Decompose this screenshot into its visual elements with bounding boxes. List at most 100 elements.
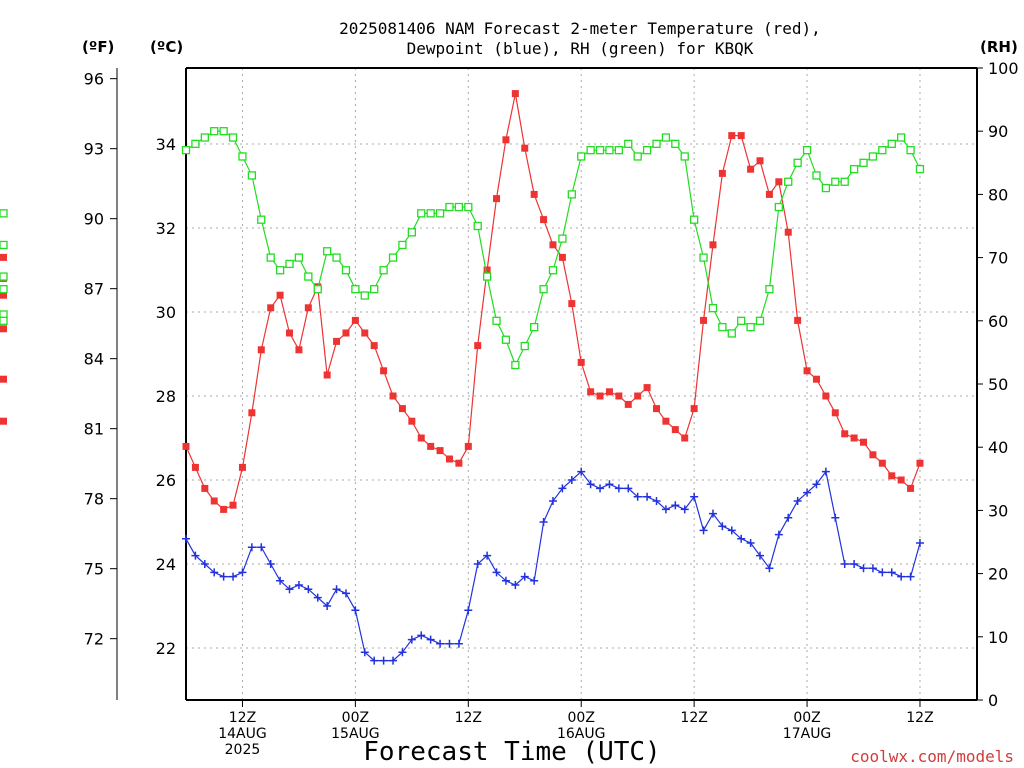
series-line-temperature xyxy=(185,93,921,511)
data-point-dewpoint xyxy=(492,568,501,577)
data-point-temperature xyxy=(0,291,7,299)
series-rh xyxy=(0,127,925,370)
data-point-temperature xyxy=(587,388,595,396)
data-point-dewpoint xyxy=(351,606,360,615)
data-point-rh xyxy=(586,146,595,155)
data-point-dewpoint xyxy=(718,522,727,531)
data-point-temperature xyxy=(220,505,228,513)
data-point-rh xyxy=(464,202,473,212)
data-point-rh xyxy=(577,152,586,161)
data-point-dewpoint xyxy=(727,526,736,535)
data-point-rh xyxy=(887,139,896,148)
data-point-temperature xyxy=(841,430,849,438)
data-point-rh xyxy=(341,266,351,275)
data-point-rh xyxy=(435,209,445,218)
data-point-dewpoint xyxy=(276,576,285,585)
data-point-dewpoint xyxy=(803,488,812,497)
data-point-rh xyxy=(859,158,868,167)
data-point-dewpoint xyxy=(323,602,332,610)
data-point-temperature xyxy=(662,417,670,425)
data-point-temperature xyxy=(812,375,820,383)
celsius-unit-label: (ºC) xyxy=(150,38,183,56)
data-point-temperature xyxy=(624,400,632,408)
data-point-temperature xyxy=(822,392,830,400)
data-point-dewpoint xyxy=(784,513,793,522)
rh-tick-label: 70 xyxy=(988,249,1008,268)
data-point-rh xyxy=(200,133,209,142)
data-point-temperature xyxy=(380,367,388,375)
data-point-temperature xyxy=(605,388,613,396)
data-point-temperature xyxy=(681,434,689,442)
data-point-dewpoint xyxy=(605,480,614,489)
data-point-rh xyxy=(398,240,407,250)
data-point-temperature xyxy=(427,442,435,450)
fahrenheit-tick-label: 72 xyxy=(84,630,104,649)
x-tick-label: 00Z xyxy=(793,710,820,726)
data-point-dewpoint xyxy=(680,505,689,514)
data-point-dewpoint xyxy=(821,467,830,476)
rh-axis: 0 10 20 30 40 50 60 70 80 90 100 xyxy=(977,59,1019,710)
data-point-temperature xyxy=(210,497,218,505)
data-point-dewpoint xyxy=(229,572,238,581)
data-point-temperature xyxy=(728,132,736,140)
data-point-rh xyxy=(661,133,671,142)
data-point-temperature xyxy=(417,434,425,442)
data-point-rh xyxy=(219,127,228,136)
data-point-rh xyxy=(530,322,539,332)
rh-tick-label: 80 xyxy=(988,185,1008,204)
celsius-tick-label: 22 xyxy=(156,639,176,658)
data-point-rh xyxy=(652,139,661,148)
data-point-dewpoint xyxy=(191,551,200,560)
data-point-dewpoint xyxy=(426,635,435,644)
data-point-rh xyxy=(906,146,915,155)
x-tick-label: 2025 xyxy=(225,742,261,758)
data-point-temperature xyxy=(615,392,623,400)
data-point-temperature xyxy=(643,384,651,392)
data-point-temperature xyxy=(408,417,416,425)
data-point-rh xyxy=(388,253,398,262)
data-point-dewpoint xyxy=(182,534,190,543)
data-point-temperature xyxy=(634,392,642,400)
series-temperature xyxy=(0,90,924,513)
x-tick-label: 00Z xyxy=(568,710,595,726)
celsius-tick-label: 28 xyxy=(156,387,176,406)
data-point-temperature xyxy=(521,144,529,152)
data-point-rh xyxy=(755,316,765,325)
data-point-dewpoint xyxy=(708,509,717,518)
data-point-temperature xyxy=(389,392,397,400)
series-dewpoint xyxy=(182,468,924,665)
data-point-temperature xyxy=(878,459,886,467)
data-point-rh xyxy=(454,202,464,212)
data-point-temperature xyxy=(351,316,359,324)
data-point-rh xyxy=(501,335,511,344)
data-point-dewpoint xyxy=(285,585,294,594)
data-point-temperature xyxy=(361,329,369,337)
data-point-rh xyxy=(595,146,605,155)
rh-tick-label: 90 xyxy=(988,122,1008,141)
chart-title: 2025081406 NAM Forecast 2-meter Temperat… xyxy=(339,19,821,58)
data-point-temperature xyxy=(267,304,275,312)
data-point-rh xyxy=(322,247,332,256)
data-point-rh xyxy=(492,316,501,325)
data-point-dewpoint xyxy=(407,635,416,644)
celsius-tick-label: 26 xyxy=(156,471,176,490)
data-point-temperature xyxy=(502,136,510,144)
data-point-rh xyxy=(0,272,8,281)
data-point-temperature xyxy=(493,195,501,203)
data-point-rh xyxy=(360,291,369,300)
fahrenheit-axis: 72 75 78 81 84 87 90 93 96 xyxy=(84,68,118,700)
data-point-temperature xyxy=(690,405,698,413)
data-point-rh xyxy=(727,329,736,338)
data-point-temperature xyxy=(257,346,265,354)
data-point-dewpoint xyxy=(586,480,595,489)
rh-tick-label: 10 xyxy=(988,628,1008,647)
data-point-rh xyxy=(247,171,257,180)
data-point-temperature xyxy=(445,455,453,463)
data-point-rh xyxy=(680,152,689,161)
data-point-temperature xyxy=(869,451,877,459)
data-point-temperature xyxy=(897,476,905,484)
data-point-temperature xyxy=(765,190,773,198)
x-tick-label: 16AUG xyxy=(557,726,606,742)
data-point-dewpoint xyxy=(247,543,256,552)
